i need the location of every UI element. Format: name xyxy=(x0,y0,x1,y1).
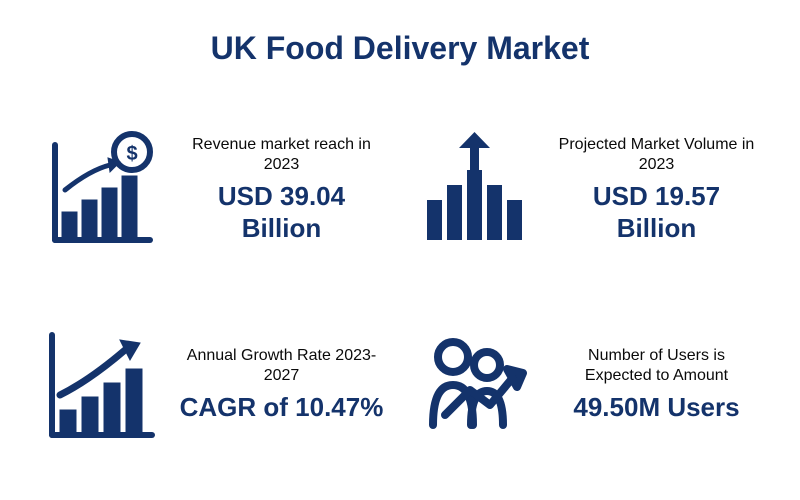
growth-chart-icon xyxy=(40,325,160,445)
bar-chart-dollar-icon: $ xyxy=(40,130,160,250)
stat-value: CAGR of 10.47% xyxy=(178,392,385,423)
stat-value: 49.50M Users xyxy=(553,392,760,423)
stat-card-users: Number of Users is Expected to Amount 49… xyxy=(415,302,760,467)
svg-text:$: $ xyxy=(126,143,137,165)
stat-label: Number of Users is Expected to Amount xyxy=(553,346,760,386)
stat-card-volume: Projected Market Volume in 2023 USD 19.5… xyxy=(415,107,760,272)
stat-card-revenue: $ Revenue market reach in 2023 USD 39.04… xyxy=(40,107,385,272)
stat-value: USD 19.57 Billion xyxy=(553,181,760,243)
stat-card-growth: Annual Growth Rate 2023-2027 CAGR of 10.… xyxy=(40,302,385,467)
stats-grid: $ Revenue market reach in 2023 USD 39.04… xyxy=(40,107,760,467)
users-trend-icon xyxy=(415,325,535,445)
page-title: UK Food Delivery Market xyxy=(40,30,760,67)
stat-label: Projected Market Volume in 2023 xyxy=(553,135,760,175)
stat-label: Annual Growth Rate 2023-2027 xyxy=(178,346,385,386)
stat-label: Revenue market reach in 2023 xyxy=(178,135,385,175)
bar-chart-arrow-up-icon xyxy=(415,130,535,250)
stat-value: USD 39.04 Billion xyxy=(178,181,385,243)
